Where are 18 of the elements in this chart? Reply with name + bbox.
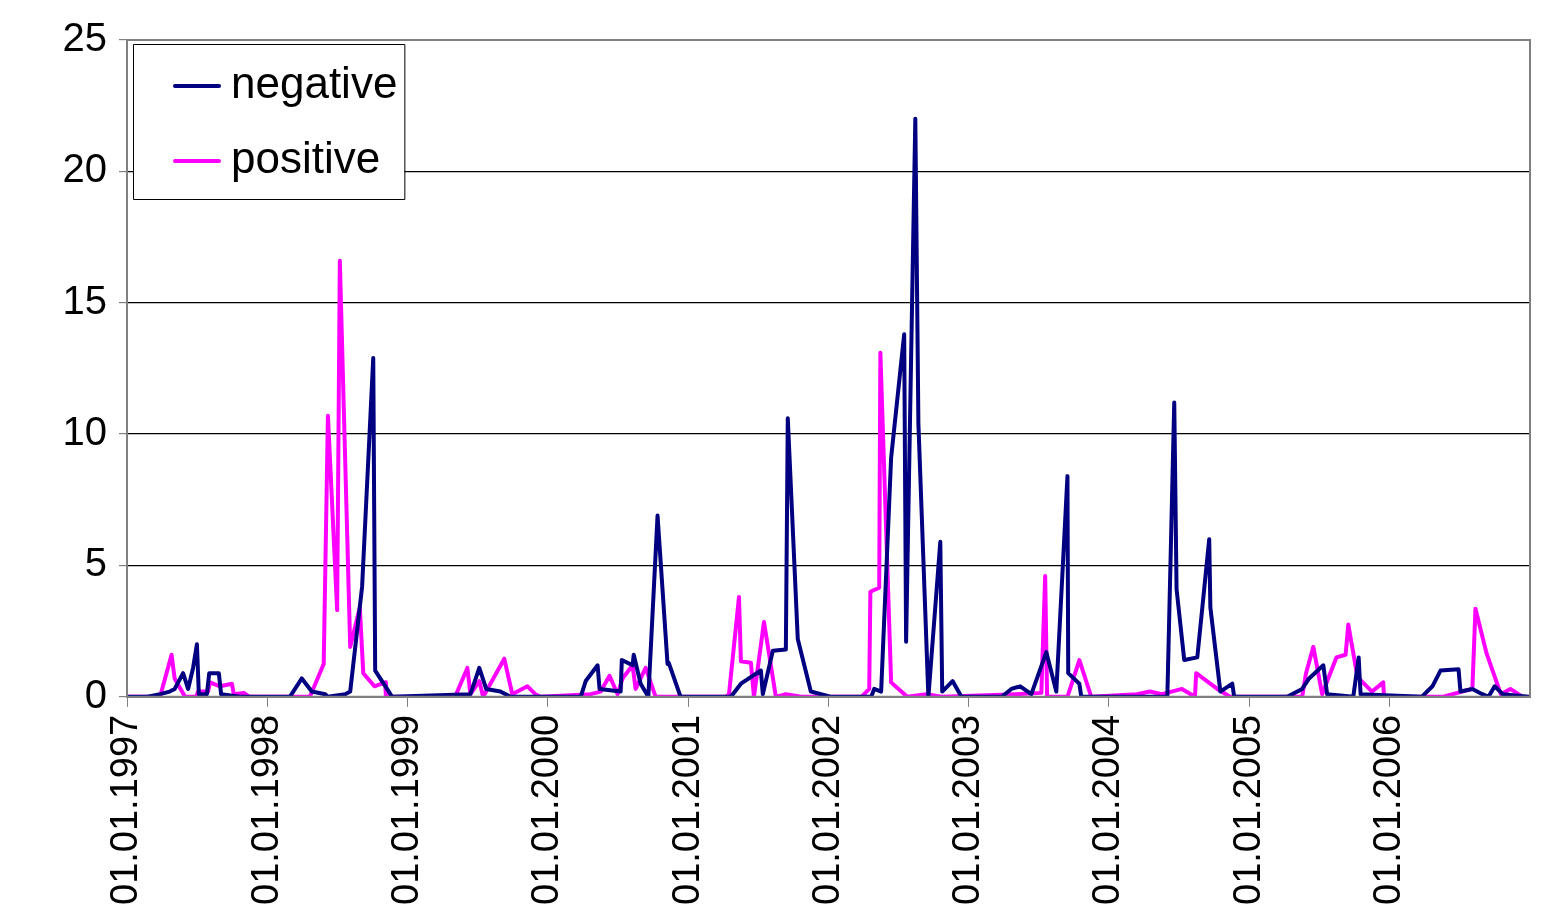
y-tick-label: 15 [62, 277, 107, 322]
x-tick-label: 01.01.2006 [1366, 714, 1409, 905]
x-tick-label: 01.01.2000 [524, 714, 567, 905]
x-tick-label: 01.01.1999 [383, 714, 426, 905]
x-tick-label: 01.01.2004 [1085, 714, 1128, 905]
x-tick-label: 01.01.2003 [945, 714, 988, 905]
y-tick-label: 0 [84, 671, 107, 716]
y-tick-label: 20 [62, 146, 107, 191]
legend-label: positive [231, 133, 381, 183]
x-tick-label: 01.01.1998 [243, 714, 286, 905]
x-tick-label: 01.01.1997 [103, 714, 146, 905]
legend-label: negative [231, 58, 398, 108]
x-tick-label: 01.01.2005 [1226, 714, 1269, 905]
x-tick-label: 01.01.2002 [804, 714, 847, 905]
y-tick-label: 5 [84, 540, 107, 585]
x-tick-label: 01.01.2001 [664, 714, 707, 905]
y-tick-label: 10 [62, 409, 107, 454]
y-tick-label: 25 [62, 15, 107, 60]
